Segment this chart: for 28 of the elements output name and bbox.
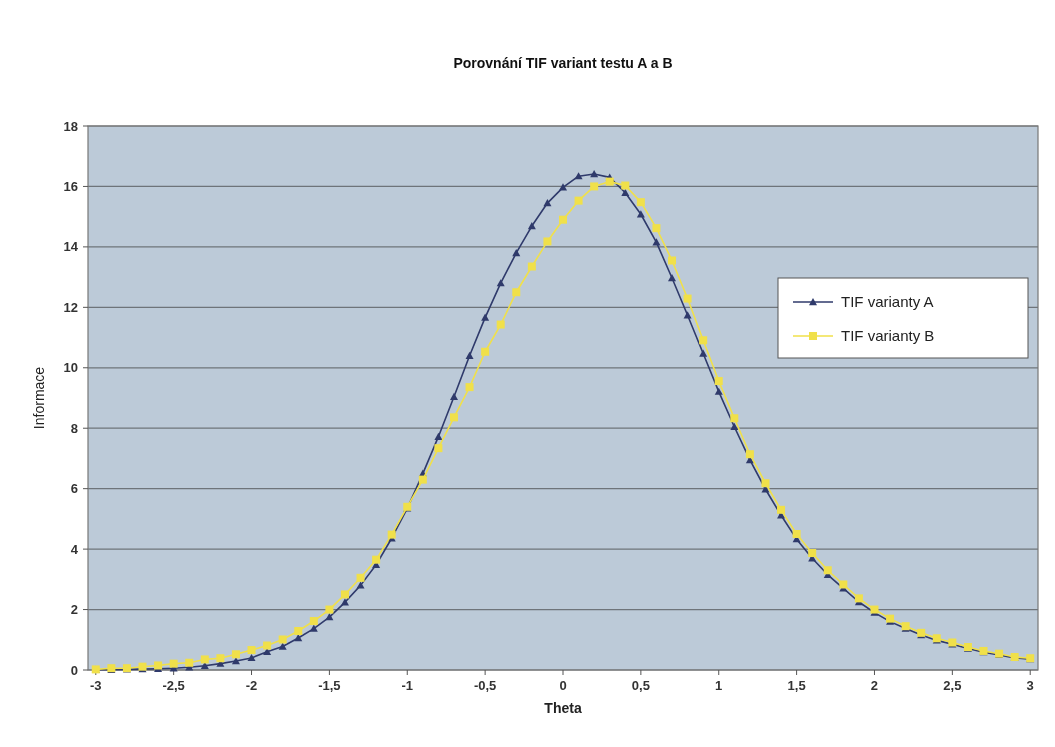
x-tick-label: -0,5 xyxy=(473,678,497,693)
x-axis-title: Theta xyxy=(544,700,582,716)
x-tick-label: -2,5 xyxy=(162,678,185,693)
x-tick-label: 2,5 xyxy=(943,678,962,693)
y-tick-label: 16 xyxy=(63,178,78,194)
y-tick-label: 10 xyxy=(63,360,78,376)
y-tick-label: 12 xyxy=(63,299,78,315)
x-tick-label: 2 xyxy=(870,678,879,693)
x-tick-label: 0,5 xyxy=(631,678,650,693)
legend-label: TIF varianty A xyxy=(841,293,934,311)
x-tick-label: 1,5 xyxy=(787,678,806,693)
x-tick-label: 3 xyxy=(1026,678,1034,693)
y-tick-label: 6 xyxy=(70,481,78,497)
x-tick-label: -1,5 xyxy=(318,678,341,693)
x-tick-label: -3 xyxy=(90,678,102,693)
y-tick-label: 8 xyxy=(70,420,78,436)
y-tick-label: 0 xyxy=(70,662,78,678)
y-tick-label: 18 xyxy=(63,118,78,134)
x-tick-label: 1 xyxy=(715,678,723,693)
y-axis-title: Informace xyxy=(31,366,47,430)
x-tick-label: -2 xyxy=(245,678,258,693)
legend-label: TIF varianty B xyxy=(841,327,935,345)
y-tick-label: 2 xyxy=(70,602,78,618)
chart-title: Porovnání TIF variant testu A a B xyxy=(453,55,673,71)
y-tick-label: 4 xyxy=(70,541,79,557)
y-tick-label: 14 xyxy=(63,239,79,255)
x-tick-label: 0 xyxy=(559,678,567,693)
x-tick-label: -1 xyxy=(401,678,414,693)
